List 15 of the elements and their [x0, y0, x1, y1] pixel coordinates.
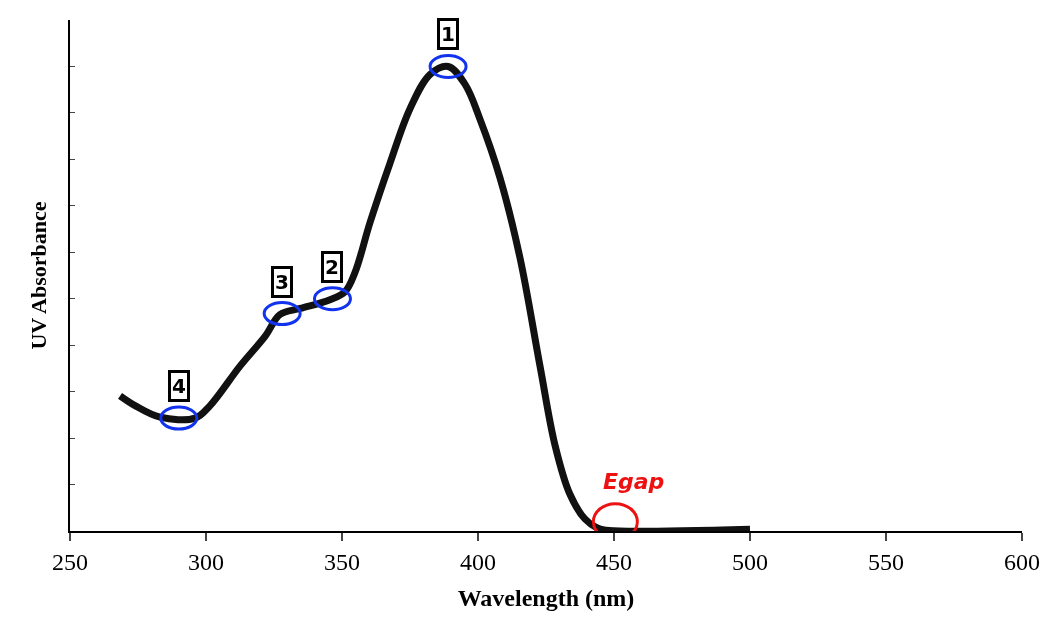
annotation: Egap: [603, 469, 665, 494]
y-axis-title: UV Absorbance: [26, 201, 52, 350]
annotation: 3: [275, 270, 289, 294]
x-tick-label: 350: [324, 548, 360, 575]
x-tick-label: 550: [868, 548, 904, 575]
annotation: 1: [441, 22, 455, 46]
x-axis-title: Wavelength (nm): [457, 584, 635, 611]
annotation: 2: [325, 255, 339, 279]
x-tick-label: 400: [460, 548, 496, 575]
x-tick-label: 450: [596, 548, 632, 575]
x-tick-label: 300: [188, 548, 224, 575]
annotation: 4: [172, 374, 186, 398]
x-tick-label: 600: [1004, 548, 1040, 575]
x-tick-label: 250: [52, 548, 88, 575]
x-tick-label: 500: [732, 548, 768, 575]
